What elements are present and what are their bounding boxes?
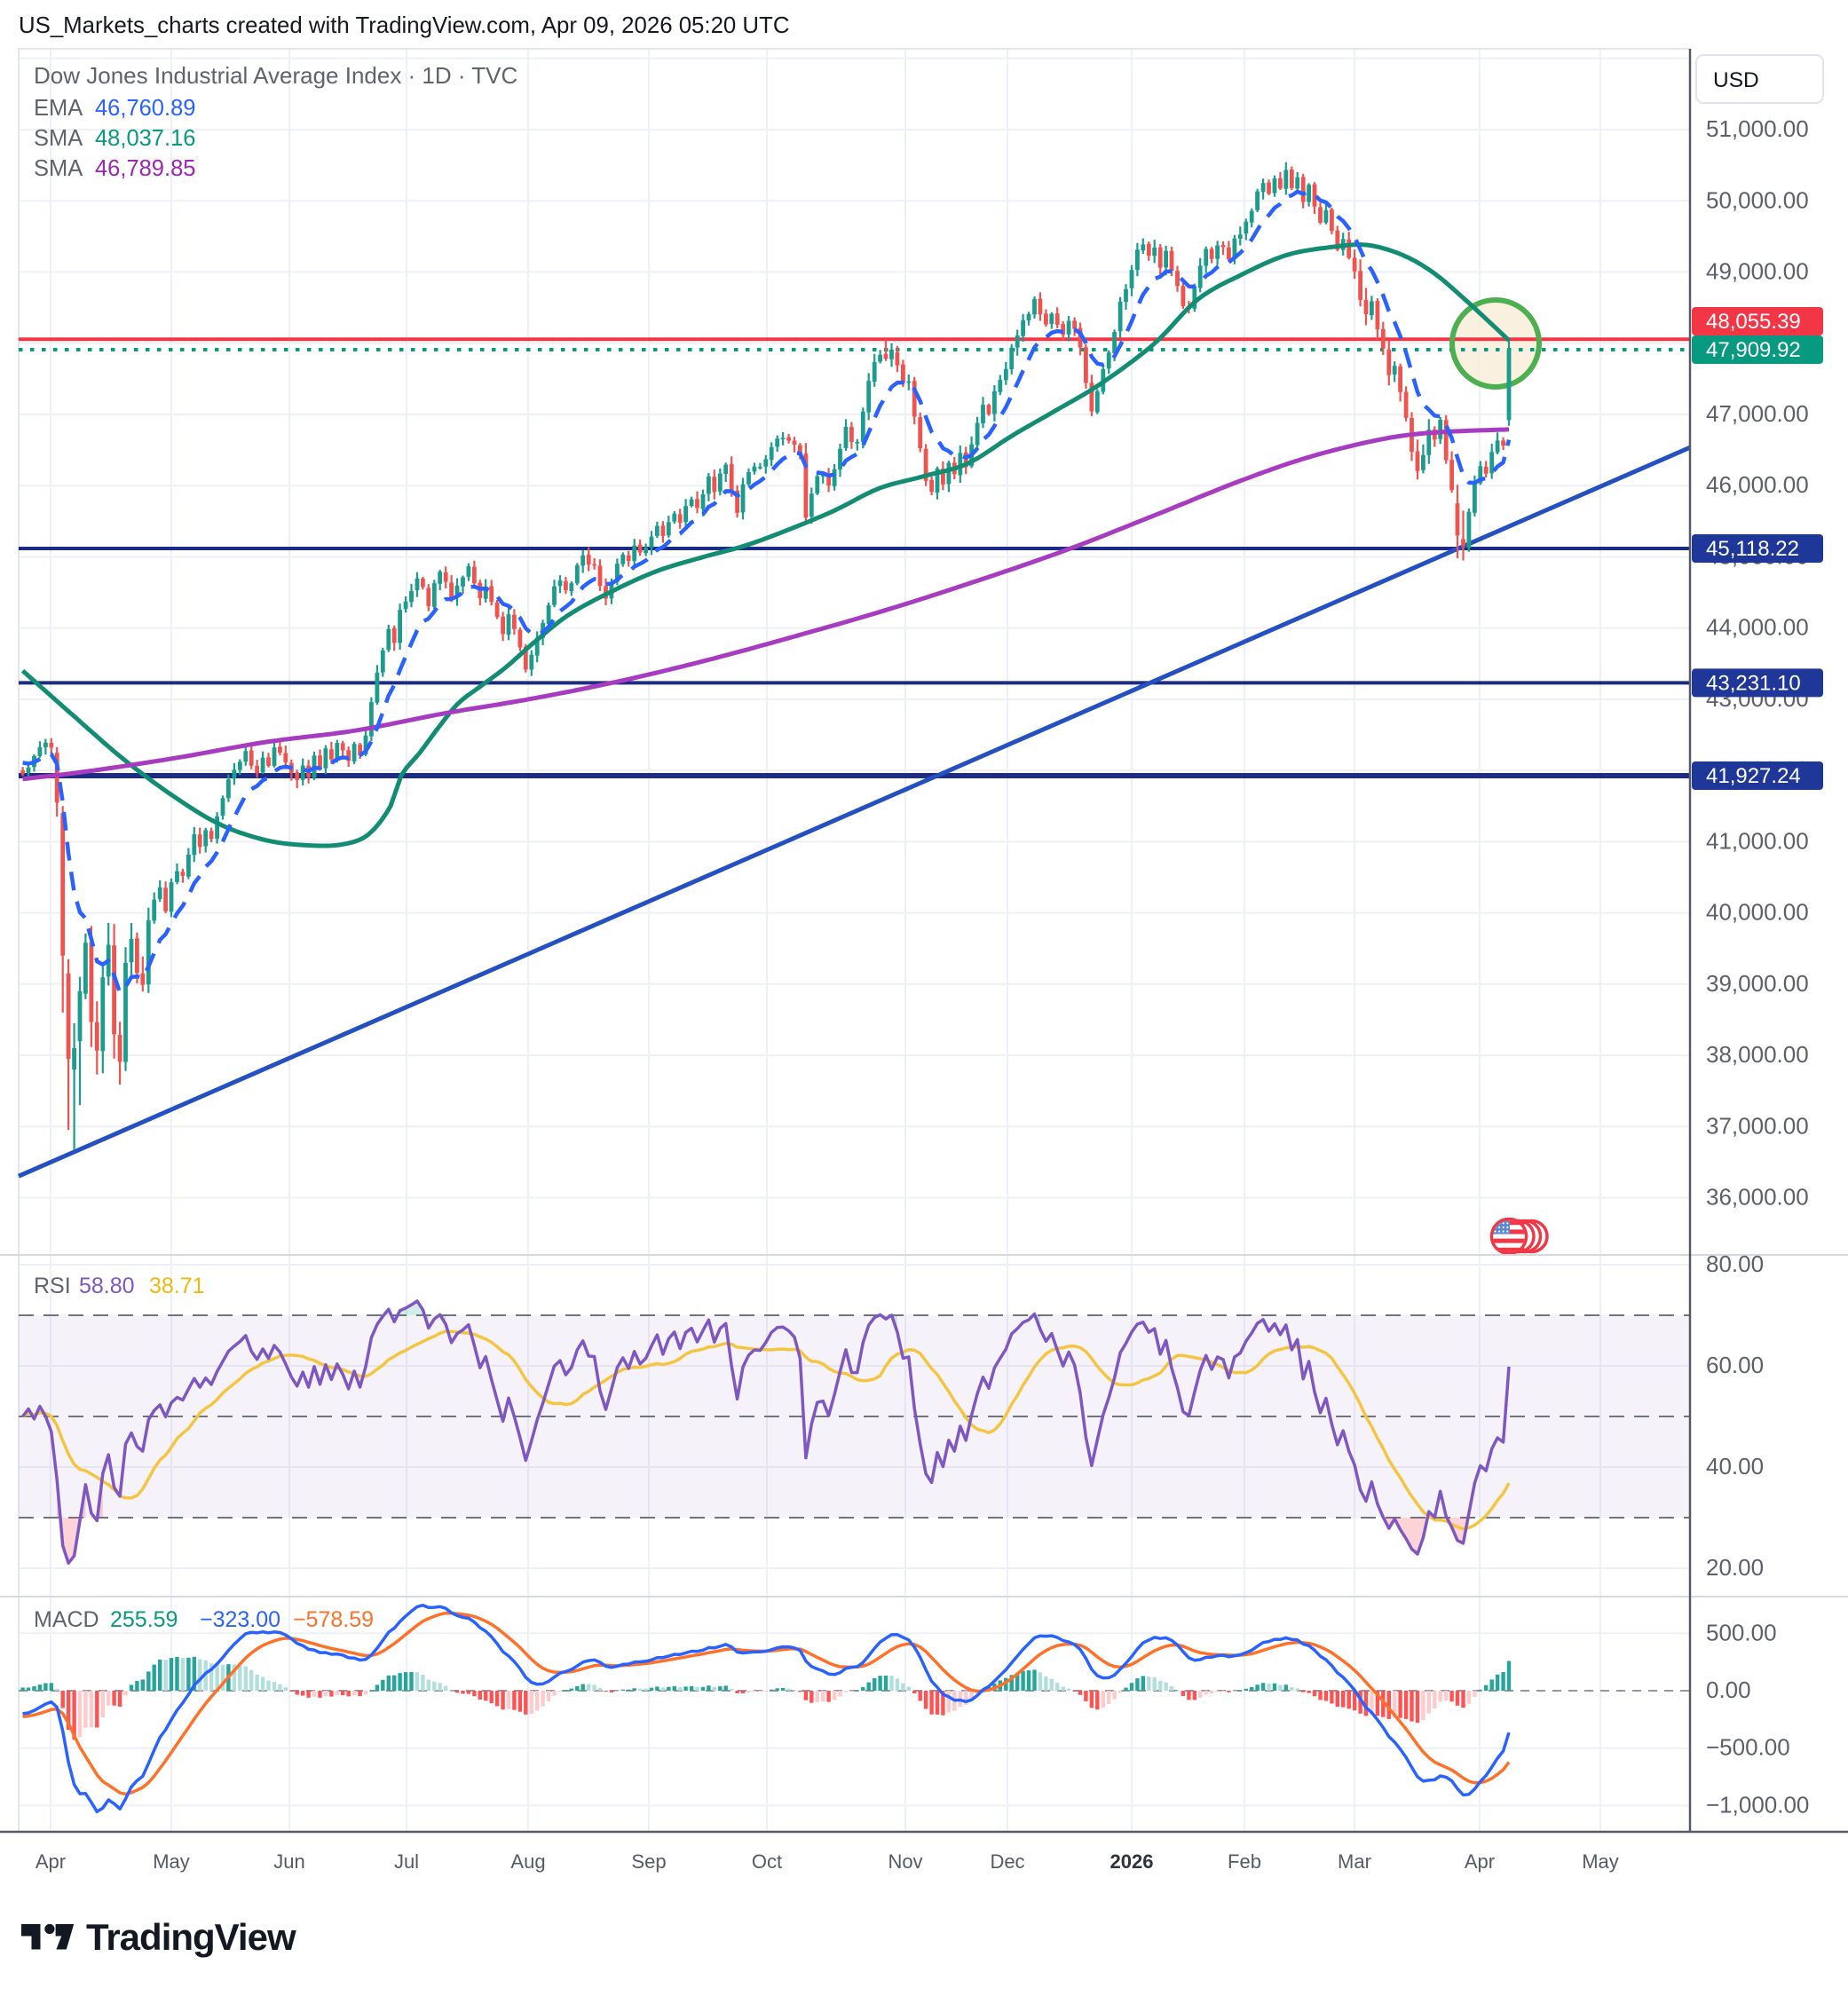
svg-text:49,000.00: 49,000.00 (1706, 258, 1809, 285)
svg-text:May: May (1582, 1850, 1619, 1873)
svg-text:MACD: MACD (34, 1607, 99, 1632)
svg-text:20.00: 20.00 (1706, 1554, 1764, 1581)
svg-text:−323.00: −323.00 (200, 1607, 280, 1632)
svg-text:EMA: EMA (34, 96, 83, 121)
svg-text:58.80: 58.80 (79, 1274, 135, 1298)
svg-text:38.71: 38.71 (149, 1274, 205, 1298)
svg-text:May: May (153, 1850, 190, 1873)
svg-text:45,118.22: 45,118.22 (1706, 537, 1799, 561)
svg-text:Jun: Jun (273, 1850, 304, 1873)
svg-text:50,000.00: 50,000.00 (1706, 186, 1809, 213)
svg-text:43,231.10: 43,231.10 (1706, 671, 1801, 695)
svg-text:TradingView: TradingView (86, 1916, 296, 1958)
svg-text:−500.00: −500.00 (1706, 1734, 1790, 1761)
svg-text:2026: 2026 (1110, 1850, 1154, 1873)
svg-text:Sep: Sep (631, 1850, 666, 1873)
svg-text:44,000.00: 44,000.00 (1706, 614, 1809, 641)
svg-text:USD: USD (1713, 68, 1759, 92)
svg-text:38,000.00: 38,000.00 (1706, 1041, 1809, 1068)
svg-text:0.00: 0.00 (1706, 1676, 1751, 1703)
svg-text:60.00: 60.00 (1706, 1352, 1764, 1378)
svg-text:Oct: Oct (752, 1850, 782, 1873)
svg-text:SMA: SMA (34, 156, 83, 181)
svg-text:US_Markets_charts created with: US_Markets_charts created with TradingVi… (19, 13, 789, 38)
svg-text:SMA: SMA (34, 126, 83, 151)
svg-text:Dec: Dec (990, 1850, 1024, 1873)
svg-text:Nov: Nov (888, 1850, 922, 1873)
svg-text:47,000.00: 47,000.00 (1706, 400, 1809, 427)
svg-text:Feb: Feb (1228, 1850, 1261, 1873)
svg-text:Apr: Apr (36, 1850, 66, 1873)
svg-text:46,000.00: 46,000.00 (1706, 471, 1809, 498)
svg-text:46,760.89: 46,760.89 (95, 96, 195, 121)
svg-text:46,789.85: 46,789.85 (95, 156, 195, 181)
svg-text:RSI: RSI (34, 1274, 71, 1298)
svg-text:Dow Jones Industrial Average I: Dow Jones Industrial Average Index · 1D … (34, 62, 517, 89)
svg-text:500.00: 500.00 (1706, 1619, 1777, 1645)
svg-text:39,000.00: 39,000.00 (1706, 970, 1809, 997)
svg-text:−578.59: −578.59 (293, 1607, 374, 1632)
svg-text:37,000.00: 37,000.00 (1706, 1112, 1809, 1139)
svg-text:41,000.00: 41,000.00 (1706, 827, 1809, 854)
svg-text:48,037.16: 48,037.16 (95, 126, 195, 151)
svg-text:48,055.39: 48,055.39 (1706, 310, 1801, 334)
svg-text:Aug: Aug (510, 1850, 545, 1873)
svg-text:41,927.24: 41,927.24 (1706, 764, 1801, 788)
svg-text:255.59: 255.59 (110, 1607, 178, 1632)
svg-text:80.00: 80.00 (1706, 1250, 1764, 1277)
svg-text:−1,000.00: −1,000.00 (1706, 1791, 1809, 1818)
svg-text:40.00: 40.00 (1706, 1453, 1764, 1479)
svg-text:47,909.92: 47,909.92 (1706, 338, 1801, 362)
svg-text:Jul: Jul (394, 1850, 419, 1873)
svg-text:40,000.00: 40,000.00 (1706, 899, 1809, 926)
svg-text:36,000.00: 36,000.00 (1706, 1184, 1809, 1211)
svg-text:Apr: Apr (1465, 1850, 1495, 1873)
svg-text:51,000.00: 51,000.00 (1706, 115, 1809, 142)
svg-text:Mar: Mar (1338, 1850, 1371, 1873)
